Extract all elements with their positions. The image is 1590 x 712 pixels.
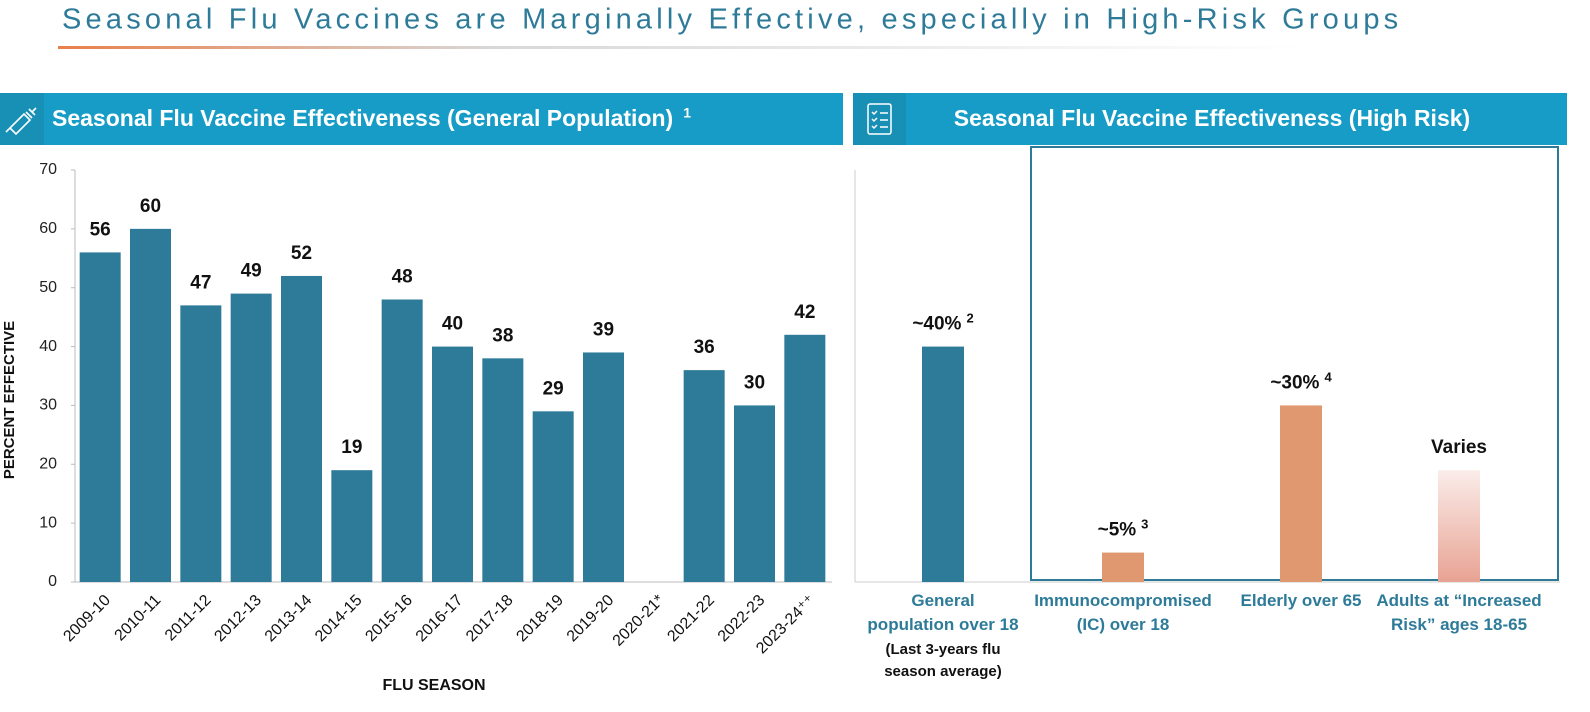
data-label: 56 bbox=[90, 219, 111, 240]
x-tick-label: 2017-18 bbox=[463, 592, 517, 646]
x-tick-label: 2020-21* bbox=[610, 592, 668, 650]
page-title: Seasonal Flu Vaccines are Marginally Eff… bbox=[62, 4, 1402, 36]
y-tick-label: 30 bbox=[39, 397, 57, 414]
x-tick-label: Adults at “Increased Risk” ages 18-65 bbox=[1376, 591, 1541, 634]
y-tick-label: 70 bbox=[39, 161, 57, 178]
panel-header bbox=[0, 93, 843, 145]
data-label-note: 4 bbox=[1324, 370, 1332, 385]
x-tick-label: 2009-10 bbox=[60, 592, 114, 646]
bar bbox=[482, 358, 524, 582]
bar bbox=[583, 352, 624, 582]
title-underline bbox=[58, 46, 1308, 49]
x-tick-label: 2012-13 bbox=[211, 592, 265, 646]
panel-header bbox=[853, 93, 1567, 145]
header-icon-box bbox=[853, 93, 906, 145]
bar bbox=[734, 405, 775, 582]
x-tick-label: 2018-19 bbox=[513, 592, 567, 646]
data-label: ~40% 2 bbox=[912, 311, 973, 335]
bar bbox=[432, 346, 473, 582]
panel-title: Seasonal Flu Vaccine Effectiveness (Gene… bbox=[52, 105, 673, 131]
data-label: Varies bbox=[1431, 437, 1487, 458]
category-note: (Last 3-years flu season average) bbox=[884, 641, 1002, 680]
bar bbox=[1280, 405, 1322, 582]
bar bbox=[683, 370, 725, 582]
bar bbox=[281, 275, 322, 582]
data-label: 49 bbox=[241, 261, 262, 282]
data-label-note: 3 bbox=[1141, 517, 1148, 532]
data-label: 47 bbox=[190, 272, 211, 293]
data-label: 42 bbox=[794, 302, 815, 323]
data-label-text: ~5% bbox=[1098, 520, 1137, 541]
x-axis-label: FLU SEASON bbox=[382, 677, 485, 694]
data-label: 36 bbox=[694, 337, 715, 358]
title-note: 1 bbox=[683, 105, 691, 121]
y-tick-label: 0 bbox=[48, 573, 57, 590]
x-tick-label: 2010-11 bbox=[112, 592, 165, 645]
data-label-note: 2 bbox=[966, 311, 973, 326]
bar bbox=[1438, 470, 1480, 582]
x-tick-label: 2015-16 bbox=[362, 592, 416, 646]
checklist-icon bbox=[867, 103, 892, 135]
bar bbox=[331, 470, 373, 582]
data-label-text: Varies bbox=[1431, 437, 1487, 458]
y-tick-label: 10 bbox=[39, 514, 57, 531]
data-label: 60 bbox=[140, 196, 161, 217]
x-tick-label: 2013-14 bbox=[262, 592, 316, 646]
y-tick-label: 50 bbox=[39, 279, 57, 296]
data-label: 39 bbox=[593, 319, 614, 340]
data-label: ~5% 3 bbox=[1098, 517, 1149, 541]
y-axis-label: PERCENT EFFECTIVE bbox=[1, 321, 18, 479]
data-label: 48 bbox=[392, 267, 413, 288]
x-tick-label: 2011-12 bbox=[162, 592, 215, 645]
data-label: ~30% 4 bbox=[1270, 370, 1332, 394]
x-tick-label: 2021-22 bbox=[664, 592, 718, 646]
y-tick-label: 60 bbox=[39, 220, 57, 237]
bar bbox=[784, 334, 826, 582]
x-tick-label: Immunocompromised (IC) over 18 bbox=[1034, 591, 1212, 634]
panel-title: Seasonal Flu Vaccine Effectiveness (High… bbox=[954, 105, 1470, 131]
x-tick-label: 2014-15 bbox=[312, 592, 366, 646]
data-label: 19 bbox=[341, 437, 362, 458]
data-label: 40 bbox=[442, 314, 463, 335]
x-tick-label: General population over 18 bbox=[867, 591, 1018, 634]
data-label-text: ~30% bbox=[1270, 372, 1319, 393]
data-label: 38 bbox=[492, 325, 513, 346]
bar bbox=[180, 305, 222, 582]
bar bbox=[922, 346, 964, 582]
data-label-text: ~40% bbox=[912, 314, 961, 335]
x-tick-label: Elderly over 65 bbox=[1241, 591, 1362, 610]
syringe-icon bbox=[5, 107, 37, 136]
bar bbox=[230, 293, 272, 582]
data-label: 52 bbox=[291, 243, 312, 264]
bar bbox=[79, 252, 121, 582]
bar bbox=[532, 411, 574, 582]
x-tick-label: 2016-17 bbox=[413, 592, 467, 646]
data-label: 30 bbox=[744, 372, 765, 393]
y-tick-label: 20 bbox=[39, 456, 57, 473]
y-tick-label: 40 bbox=[39, 338, 57, 355]
bar bbox=[130, 228, 171, 582]
bar bbox=[381, 299, 423, 582]
header-icon-box bbox=[0, 93, 44, 145]
bar bbox=[1102, 552, 1144, 582]
data-label: 29 bbox=[543, 378, 564, 399]
